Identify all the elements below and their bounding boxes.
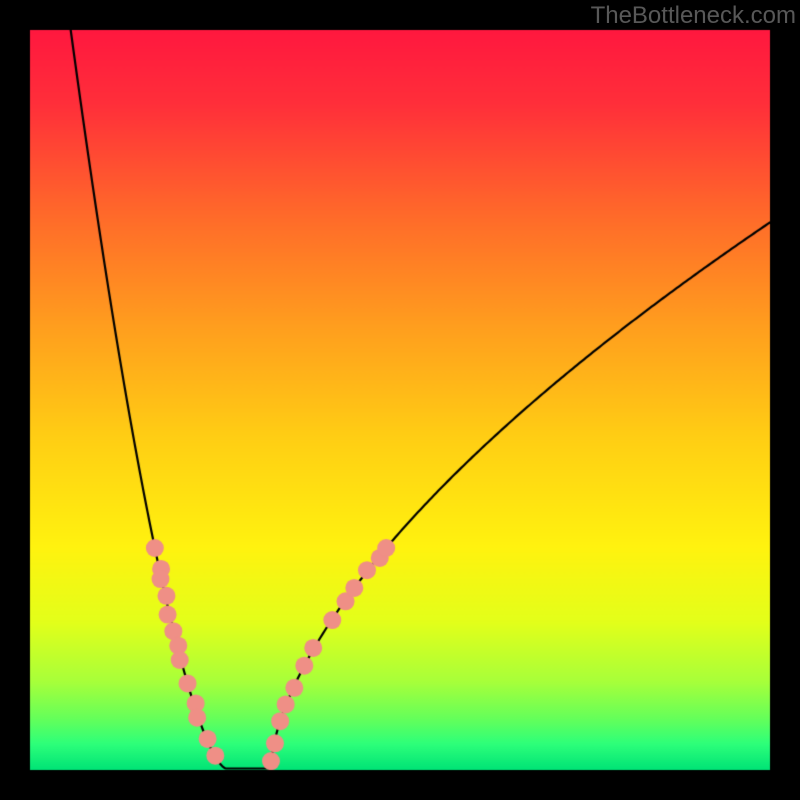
plot-frame xyxy=(30,30,770,770)
chart-stage: TheBottleneck.com xyxy=(0,0,800,800)
watermark-text: TheBottleneck.com xyxy=(591,2,796,30)
